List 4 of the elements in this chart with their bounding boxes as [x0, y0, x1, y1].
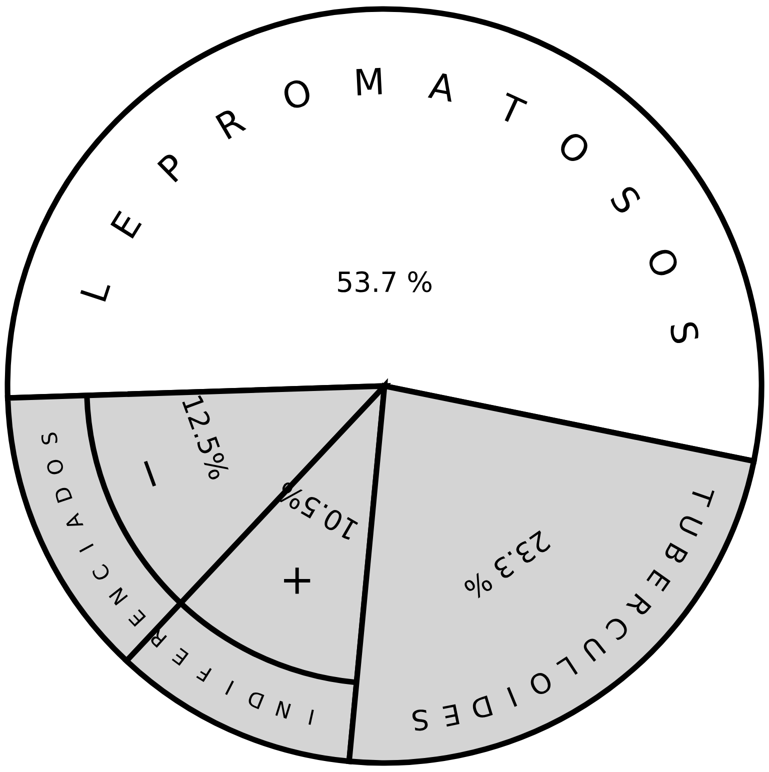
slice-label: + [284, 568, 310, 594]
slice-label: − [144, 460, 156, 487]
data-label: 53.7 % [338, 271, 432, 292]
data-label: 12.5% [182, 394, 230, 481]
